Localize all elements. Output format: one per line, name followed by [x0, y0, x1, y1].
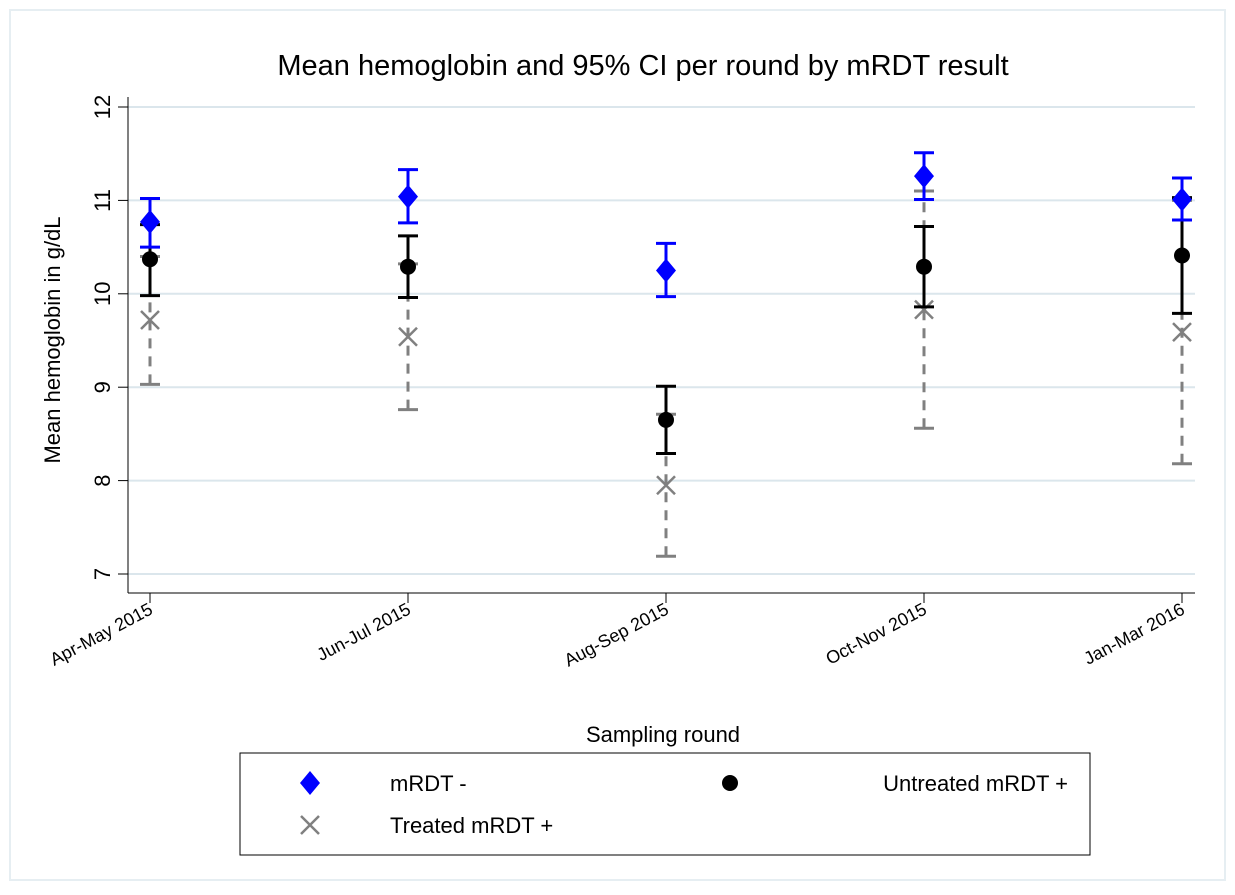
data-point	[658, 411, 674, 428]
y-axis-label: Mean hemoglobin in g/dL	[40, 216, 65, 463]
y-tick-label: 8	[90, 474, 115, 486]
legend-label: Untreated mRDT +	[883, 771, 1068, 796]
data-point	[398, 184, 418, 209]
legend-marker	[722, 775, 738, 791]
data-point	[140, 209, 160, 234]
data-point	[142, 251, 158, 268]
data-point	[140, 310, 160, 330]
y-tick-label: 11	[90, 189, 115, 212]
legend-label: mRDT -	[390, 771, 467, 796]
legend-label: Treated mRDT +	[390, 813, 553, 838]
legend-box	[239, 752, 1091, 856]
data-point	[1172, 187, 1192, 212]
y-tick-label: 7	[90, 568, 115, 580]
y-tick-label: 10	[90, 282, 115, 306]
data-point	[400, 258, 416, 275]
data-point	[1172, 322, 1192, 342]
data-point	[1174, 247, 1190, 264]
legend-marker	[300, 815, 320, 835]
data-point	[656, 258, 676, 283]
x-axis-label: Sampling round	[586, 722, 740, 747]
data-point	[914, 299, 934, 320]
chart-title: Mean hemoglobin and 95% CI per round by …	[277, 50, 1008, 82]
chart-frame	[9, 9, 1226, 881]
data-point	[398, 326, 418, 347]
legend-marker	[300, 771, 320, 795]
y-tick-label: 9	[90, 381, 115, 393]
data-point	[914, 164, 934, 189]
data-point	[916, 258, 932, 275]
y-tick-label: 12	[90, 95, 115, 119]
data-point	[656, 475, 676, 496]
